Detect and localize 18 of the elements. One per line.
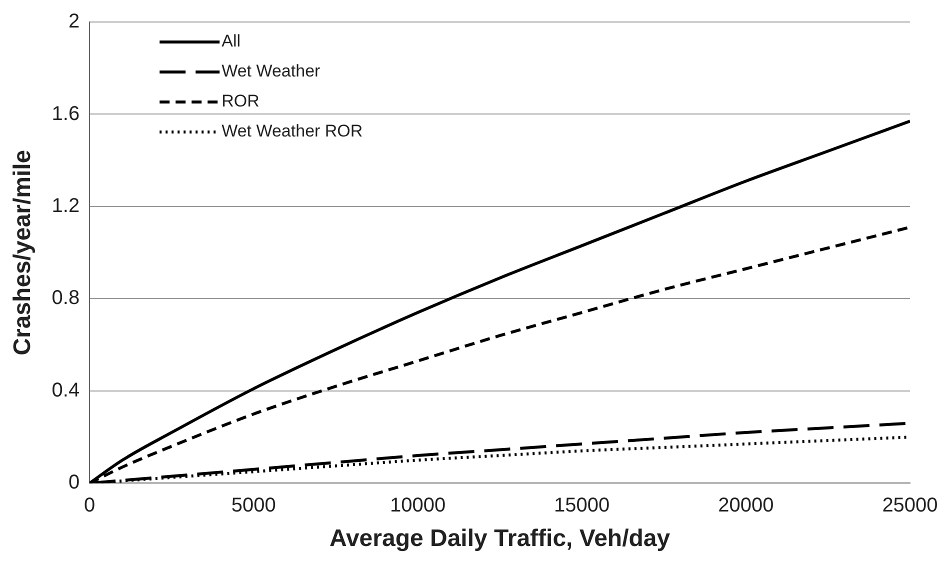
- x-tick-label: 10000: [390, 494, 446, 517]
- x-tick-label: 25000: [882, 494, 938, 517]
- y-tick-label: 0.4: [52, 379, 80, 402]
- y-tick-label: 1.2: [52, 194, 80, 217]
- legend-label: Wet Weather ROR: [222, 122, 363, 141]
- x-tick-label: 15000: [554, 494, 610, 517]
- y-tick-label: 1.6: [52, 102, 80, 125]
- y-tick-label: 0: [68, 472, 80, 494]
- legend-label: All: [222, 32, 241, 51]
- x-tick-label: 20000: [718, 494, 774, 517]
- x-axis-title: Average Daily Traffic, Veh/day: [329, 525, 671, 552]
- legend-label: ROR: [222, 92, 260, 111]
- x-tick-label: 0: [84, 494, 96, 517]
- y-tick-label: 0.8: [52, 287, 80, 310]
- y-axis-title: Crashes/year/mile: [9, 150, 36, 356]
- y-tick-label: 2: [68, 10, 80, 33]
- legend-label: Wet Weather: [222, 62, 321, 81]
- x-tick-label: 5000: [231, 494, 276, 517]
